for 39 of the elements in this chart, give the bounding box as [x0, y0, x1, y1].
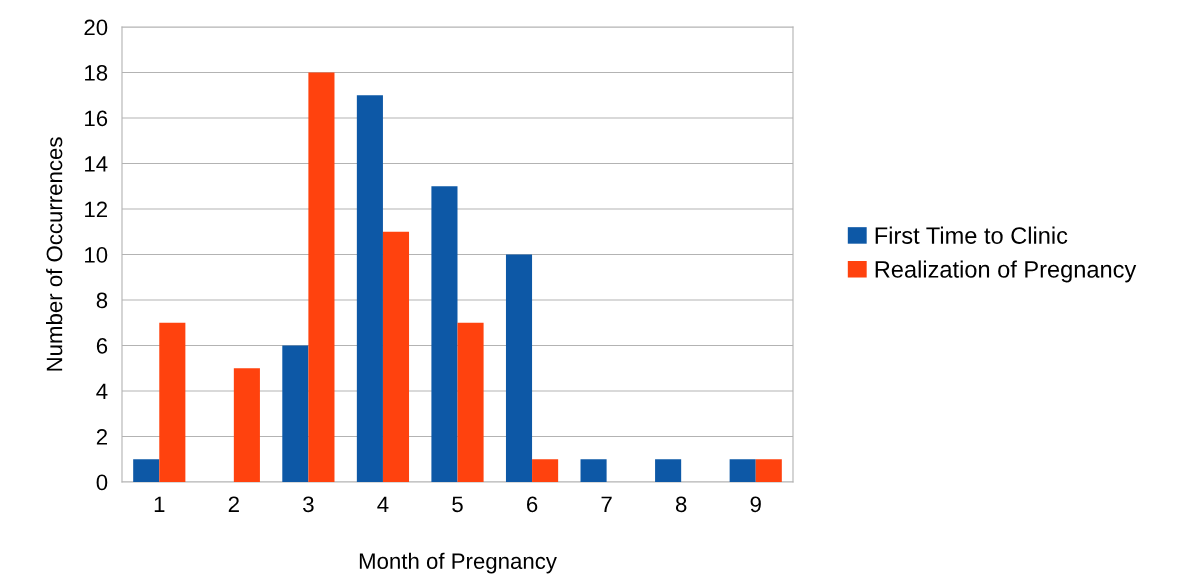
bar	[133, 459, 160, 482]
bar	[729, 459, 756, 482]
y-tick-label: 14	[85, 156, 108, 172]
bar	[382, 231, 410, 482]
y-tick-label: 18	[85, 65, 108, 81]
bar	[755, 459, 782, 482]
y-tick-label: 0	[96, 474, 108, 491]
bar	[356, 95, 383, 482]
x-tick-label: 9	[750, 496, 761, 513]
bar	[505, 254, 533, 482]
x-tick-label: 4	[377, 496, 389, 512]
bar	[431, 186, 458, 482]
y-tick-label: 4	[96, 383, 108, 400]
y-tick-label: 6	[96, 338, 108, 354]
legend-label: Realization of Pregnancy	[875, 260, 1137, 283]
y-tick-label: 16	[85, 110, 108, 127]
y-tick-label: 8	[96, 292, 108, 309]
x-tick-label: 8	[675, 496, 687, 513]
bar	[532, 459, 559, 482]
bar	[233, 368, 260, 482]
bar	[308, 72, 335, 482]
legend-label: First Time to Clinic	[875, 226, 1068, 244]
y-tick-label: 20	[84, 19, 108, 36]
bar	[580, 459, 607, 482]
y-tick-label: 12	[85, 201, 107, 218]
x-tick-label: 3	[303, 496, 314, 513]
bar	[457, 322, 484, 482]
y-tick-label: 2	[96, 429, 107, 445]
x-tick-label: 5	[452, 496, 463, 513]
y-axis-title: Number of Occurrences	[46, 137, 63, 371]
y-tick-label: 10	[85, 247, 108, 263]
bar	[655, 459, 682, 482]
bar	[159, 322, 186, 482]
x-tick-label: 2	[228, 496, 239, 512]
x-tick-label: 1	[154, 496, 165, 512]
bar	[282, 345, 309, 482]
x-axis-title: Month of Pregnancy	[359, 552, 557, 574]
x-tick-label: 7	[601, 496, 612, 512]
x-tick-label: 6	[527, 496, 538, 513]
